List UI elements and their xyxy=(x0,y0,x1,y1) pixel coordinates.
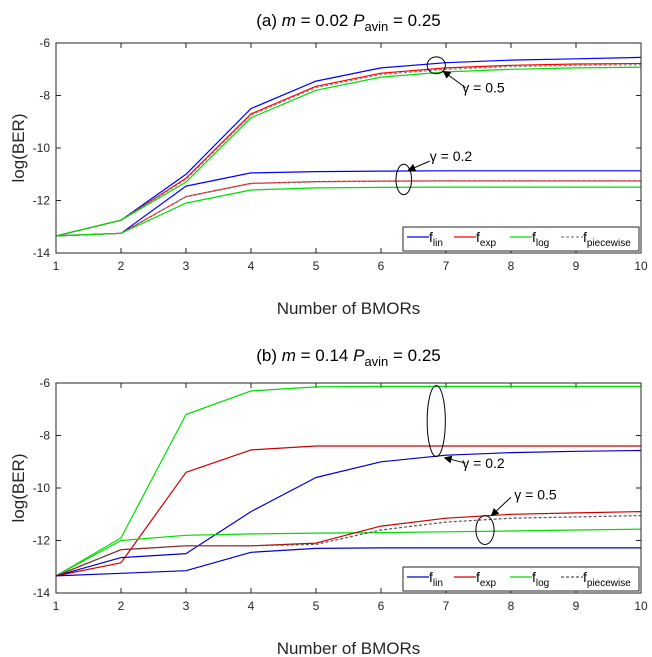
x-axis-label: Number of BMORs xyxy=(277,639,421,657)
series-line-f-exp-gamma-0.2 xyxy=(55,445,641,577)
y-tick-label: -14 xyxy=(33,586,51,600)
legend-box xyxy=(402,566,640,592)
x-tick-label: 1 xyxy=(53,259,60,273)
x-tick-label: 9 xyxy=(573,599,580,613)
series-line-f-lin-gamma-0.5 xyxy=(55,547,641,577)
y-tick-label: -8 xyxy=(39,429,50,443)
x-tick-label: 10 xyxy=(634,259,648,273)
series-line-f-log-gamma-0.2 xyxy=(55,385,641,577)
series-line-f-piecewise-gamma-0.5 xyxy=(55,64,642,237)
y-tick-label: -12 xyxy=(33,534,51,548)
y-tick-label: -6 xyxy=(39,376,50,390)
legend-label-log: flog xyxy=(532,569,549,589)
x-tick-label: 5 xyxy=(313,259,320,273)
series-line-f-log-gamma-0.2 xyxy=(55,186,641,237)
annotation-arrow xyxy=(443,455,466,464)
annotation-label: γ = 0.5 xyxy=(514,487,557,503)
y-tick-label: -10 xyxy=(33,481,51,495)
annotation-ellipse xyxy=(426,385,446,457)
chart-title: (b) m = 0.14 Pavin = 0.25 xyxy=(256,346,441,369)
x-tick-label: 3 xyxy=(183,599,190,613)
y-tick-label: -8 xyxy=(39,89,50,103)
legend-label-lin: flin xyxy=(429,569,443,589)
legend-label-piecewise: fpiecewise xyxy=(583,569,631,589)
series-lines xyxy=(55,385,642,577)
x-axis-label: Number of BMORs xyxy=(277,299,421,318)
annotation-label: γ = 0.2 xyxy=(430,148,473,164)
x-tick-label: 5 xyxy=(313,599,320,613)
x-tick-label: 8 xyxy=(508,599,515,613)
legend-label-log: flog xyxy=(532,229,549,249)
legend-label-exp: fexp xyxy=(476,229,496,249)
x-tick-label: 4 xyxy=(248,599,255,613)
x-tick-label: 9 xyxy=(573,259,580,273)
annotation-label: γ = 0.2 xyxy=(462,455,505,471)
y-axis-label: log(BER) xyxy=(9,114,28,183)
x-tick-label: 3 xyxy=(183,259,190,273)
legend: flin fexp flog fpiecewise xyxy=(402,566,640,592)
annotation-arrow xyxy=(490,496,512,517)
annotation-arrow xyxy=(442,70,466,89)
legend-box xyxy=(402,226,640,252)
x-tick-label: 7 xyxy=(443,259,450,273)
axes-frame xyxy=(55,382,642,594)
annotation-arrow xyxy=(407,160,430,172)
series-line-f-lin-gamma-0.2 xyxy=(55,449,642,577)
series-line-f-lin-gamma-0.5 xyxy=(55,56,642,237)
x-tick-label: 7 xyxy=(443,599,450,613)
x-tick-label: 8 xyxy=(508,259,515,273)
y-tick-label: -12 xyxy=(33,194,51,208)
gamma-annotation: γ = 0.2 xyxy=(426,385,505,471)
series-line-f-log-gamma-0.5 xyxy=(55,528,642,577)
legend: flin fexp flog fpiecewise xyxy=(402,226,640,252)
series-lines xyxy=(55,56,642,237)
legend-label-piecewise: fpiecewise xyxy=(583,229,631,249)
annotation-ellipse xyxy=(395,163,413,196)
x-tick-label: 6 xyxy=(378,599,385,613)
plot-area xyxy=(56,383,641,593)
series-line-f-piecewise-gamma-0.2 xyxy=(55,180,641,237)
legend-label-exp: fexp xyxy=(476,569,496,589)
y-axis-label: log(BER) xyxy=(9,454,28,523)
annotation-ellipse xyxy=(475,515,495,545)
y-tick-label: -10 xyxy=(33,141,51,155)
x-tick-label: 2 xyxy=(118,259,125,273)
y-tick-label: -6 xyxy=(39,36,50,50)
y-tick-label: -14 xyxy=(33,246,51,260)
series-line-f-lin-gamma-0.2 xyxy=(55,170,641,237)
x-tick-label: 6 xyxy=(378,259,385,273)
series-line-f-piecewise-gamma-0.5 xyxy=(55,515,642,577)
gamma-annotation: γ = 0.2 xyxy=(395,148,473,196)
panel-b: (b) m = 0.14 Pavin = 0.25 1 2 3 4 5 6 7 8 9 10 -14 -… xyxy=(9,346,648,657)
series-line-f-log-gamma-0.5 xyxy=(55,66,642,237)
x-tick-label: 4 xyxy=(248,259,255,273)
axes-frame xyxy=(55,42,642,254)
annotation-ellipse xyxy=(426,56,446,75)
x-tick-label: 2 xyxy=(118,599,125,613)
x-tick-label: 1 xyxy=(53,599,60,613)
panel-a: (a) m = 0.02 Pavin = 0.25 1 2 3 4 5 6 7 8 9 10 -14 -… xyxy=(9,11,648,318)
annotation-label: γ = 0.5 xyxy=(462,80,505,96)
chart-title: (a) m = 0.02 Pavin = 0.25 xyxy=(256,11,441,34)
gamma-annotation: γ = 0.5 xyxy=(426,56,505,96)
x-tick-label: 10 xyxy=(634,599,648,613)
gamma-annotation: γ = 0.5 xyxy=(475,487,557,545)
legend-label-lin: flin xyxy=(429,229,443,249)
